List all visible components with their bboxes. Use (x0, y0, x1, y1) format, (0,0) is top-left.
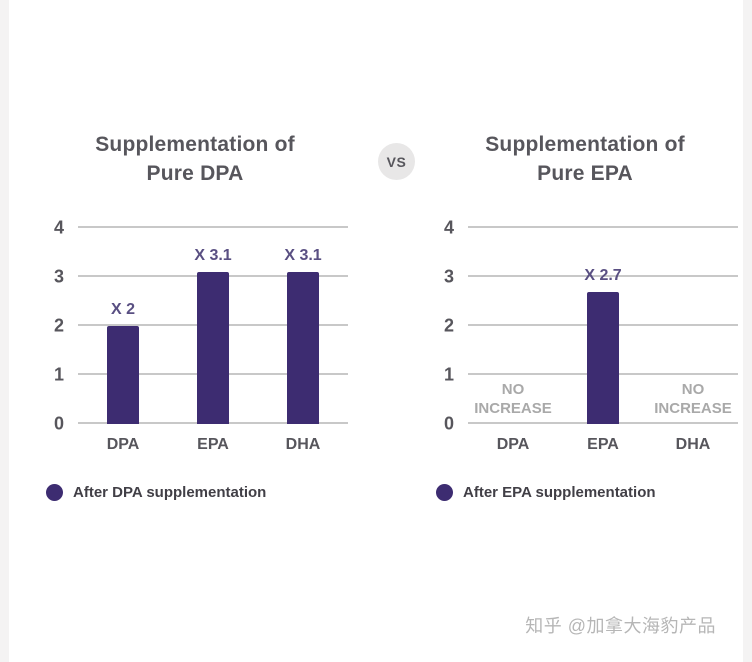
legend-epa: After EPA supplementation (436, 484, 750, 501)
y-axis-tick-3: 3 (53, 266, 64, 287)
chart-pure-dpa: Supplementation of Pure DPA X 2 X 3.1 X 3.… (30, 130, 360, 501)
chart-title-line1: Supplementation of (95, 133, 295, 156)
plot-area-dpa: X 2 X 3.1 X 3.1 0 1 2 3 4 (54, 218, 348, 434)
gridline-4 (78, 226, 348, 228)
y-axis-tick-4: 4 (443, 217, 454, 238)
legend-label: After EPA supplementation (463, 484, 656, 501)
legend-dot-icon (46, 484, 63, 501)
chart-pure-epa: Supplementation of Pure EPA NO INCREASE X… (420, 130, 750, 501)
x-axis-labels-epa: DPA EPA DHA (468, 436, 738, 454)
bar-dpa (107, 326, 139, 424)
bar-slot-dha: X 3.1 (258, 228, 348, 424)
bar-dha (287, 272, 319, 424)
x-axis-label-epa: EPA (197, 436, 229, 453)
chart-title-line2: Pure EPA (537, 162, 633, 185)
bar-value-label: X 3.1 (284, 247, 322, 265)
gridline-4 (468, 226, 738, 228)
bar-value-label: X 2 (110, 301, 136, 318)
bar-epa (587, 291, 619, 424)
no-increase-label: NO INCREASE (474, 381, 552, 417)
y-axis-tick-2: 2 (53, 315, 64, 336)
vs-badge: VS (378, 143, 415, 180)
legend-label: After DPA supplementation (73, 484, 267, 501)
y-axis-tick-4: 4 (53, 217, 64, 238)
bars-dpa: X 2 X 3.1 X 3.1 (78, 228, 348, 424)
y-axis-tick-2: 2 (443, 315, 454, 336)
chart-title-dpa: Supplementation of Pure DPA (30, 130, 360, 188)
no-increase-label: NO INCREASE (654, 381, 732, 417)
chart-title-epa: Supplementation of Pure EPA (420, 130, 750, 188)
bar-value-label: X 2.7 (584, 266, 622, 284)
gridline-3 (468, 275, 738, 277)
x-axis-label-dpa: DPA (496, 436, 530, 453)
bar-slot-dha: NO INCREASE (648, 228, 738, 424)
bar-slot-epa: X 3.1 (168, 228, 258, 424)
page-edge-left (0, 0, 9, 662)
x-axis-label-dha: DHA (675, 436, 711, 453)
legend-dot-icon (436, 484, 453, 501)
y-axis-tick-0: 0 (443, 413, 454, 434)
y-axis-tick-1: 1 (443, 364, 454, 385)
y-axis-tick-0: 0 (53, 413, 64, 434)
bars-epa: NO INCREASE X 2.7 NO INCREASE (468, 228, 738, 424)
chart-title-line2: Pure DPA (146, 162, 244, 185)
chart-title-line1: Supplementation of (485, 133, 685, 156)
legend-dpa: After DPA supplementation (46, 484, 360, 501)
x-axis-label-epa: EPA (587, 436, 619, 453)
bar-slot-epa: X 2.7 (558, 228, 648, 424)
bar-slot-dpa: X 2 (78, 228, 168, 424)
page-edge-right (743, 0, 752, 662)
x-axis-label-dha: DHA (285, 436, 321, 453)
bar-slot-dpa: NO INCREASE (468, 228, 558, 424)
y-axis-tick-3: 3 (443, 266, 454, 287)
plot-area-epa: NO INCREASE X 2.7 NO INCREASE 0 1 2 3 4 (444, 218, 738, 434)
x-axis-label-dpa: DPA (106, 436, 140, 453)
y-axis-tick-1: 1 (53, 364, 64, 385)
bar-value-label: X 3.1 (194, 247, 232, 265)
bar-epa (197, 272, 229, 424)
watermark: 知乎 @加拿大海豹产品 (525, 616, 716, 636)
vs-label: VS (386, 153, 407, 170)
x-axis-labels-dpa: DPA EPA DHA (78, 436, 348, 454)
